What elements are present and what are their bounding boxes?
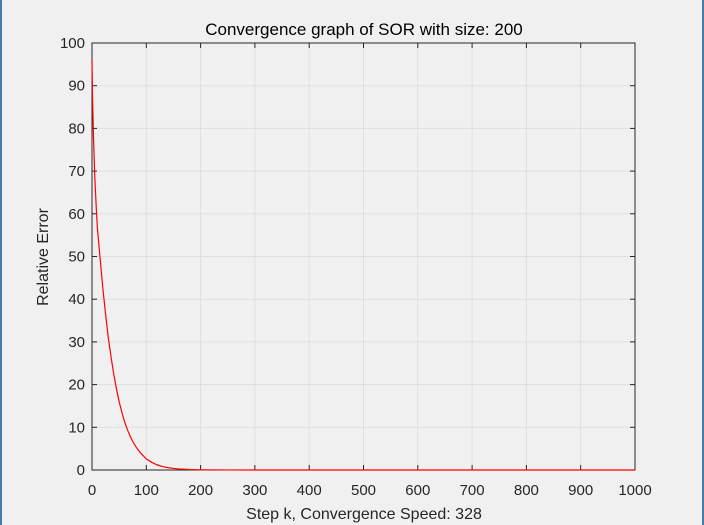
x-tick-label: 300: [242, 482, 267, 499]
x-tick-label: 100: [134, 482, 159, 499]
y-tick-label: 50: [68, 249, 85, 266]
y-tick-label: 0: [77, 462, 85, 479]
y-tick-labels: 0 10 20 30 40 50 60 70 80 90 100: [60, 35, 85, 479]
chart-title: Convergence graph of SOR with size: 200: [205, 20, 523, 39]
y-tick-label: 100: [60, 35, 85, 52]
x-tick-label: 400: [297, 482, 322, 499]
y-tick-label: 10: [68, 419, 85, 436]
y-tick-label: 20: [68, 377, 85, 394]
y-tick-label: 60: [68, 206, 85, 223]
x-tick-label: 1000: [618, 482, 651, 499]
series-line: [91, 60, 635, 471]
axis-ticks: [91, 42, 636, 471]
y-tick-label: 30: [68, 334, 85, 351]
x-axis-label: Step k, Convergence Speed: 328: [246, 506, 482, 523]
x-tick-labels: 0 100 200 300 400 500 600 700 800 900 1000: [88, 482, 652, 499]
x-tick-label: 600: [405, 482, 430, 499]
y-tick-label: 80: [68, 120, 85, 137]
x-tick-label: 500: [351, 482, 376, 499]
grid-lines: [91, 42, 636, 471]
x-tick-label: 0: [88, 482, 96, 499]
y-tick-label: 40: [68, 291, 85, 308]
y-tick-label: 90: [68, 78, 85, 95]
series-layer: [91, 60, 635, 471]
y-axis-label: Relative Error: [35, 207, 52, 305]
window-frame-left: [0, 0, 2, 525]
x-tick-label: 800: [514, 482, 539, 499]
x-tick-label: 200: [188, 482, 213, 499]
window-frame-right: [702, 0, 704, 525]
x-tick-label: 700: [460, 482, 485, 499]
x-tick-label: 900: [568, 482, 593, 499]
y-tick-label: 70: [68, 163, 85, 180]
